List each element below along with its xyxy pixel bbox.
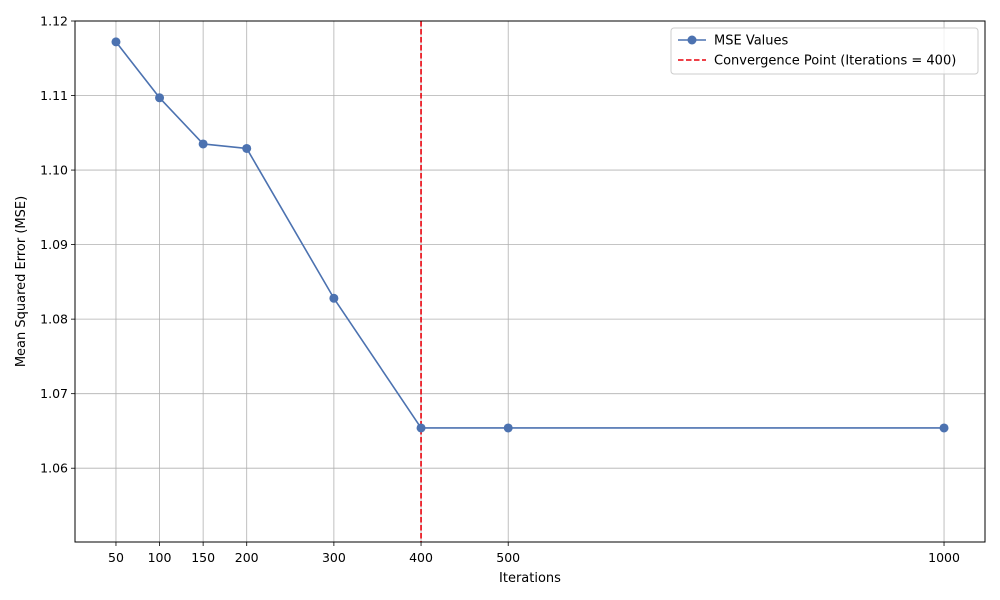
x-tick-label-200: 200 (235, 550, 259, 565)
y-axis-label: Mean Squared Error (MSE) (14, 196, 29, 367)
data-point-100 (155, 93, 165, 103)
data-point-300 (329, 293, 339, 303)
data-point-150 (198, 139, 208, 149)
y-tick-label-1.09: 1.09 (40, 237, 68, 252)
x-axis-label: Iterations (499, 571, 561, 586)
data-point-50 (111, 37, 121, 47)
x-tick-label-400: 400 (409, 550, 433, 565)
y-tick-label-1.10: 1.10 (40, 163, 68, 178)
x-tick-label-100: 100 (148, 550, 172, 565)
plot-background (75, 21, 985, 542)
x-tick-label-1000: 1000 (928, 550, 960, 565)
legend-box (670, 27, 979, 75)
legend-mse-swatch-marker (687, 35, 697, 45)
legend-convergence-label: Convergence Point (Iterations = 400) (714, 54, 956, 69)
data-point-400 (416, 423, 426, 433)
y-tick-label-1.12: 1.12 (40, 14, 68, 29)
series-layer (111, 37, 949, 433)
y-tick-label-1.08: 1.08 (40, 312, 68, 327)
data-point-500 (503, 423, 513, 433)
x-tick-label-300: 300 (322, 550, 346, 565)
data-point-200 (242, 143, 252, 153)
series-line-0 (115, 41, 945, 429)
legend-mse-label: MSE Values (714, 34, 789, 49)
y-tick-label-1.11: 1.11 (40, 88, 68, 103)
y-tick-label-1.07: 1.07 (40, 386, 68, 401)
y-axis-ticks: 1.06 1.07 1.08 1.09 1.10 1.11 1.12 (40, 14, 75, 476)
plot-frame (74, 20, 986, 543)
data-point-1000 (939, 423, 949, 433)
x-axis-ticks: 50 100 150 200 300 400 500 1000 (108, 542, 960, 565)
x-tick-label-50: 50 (108, 550, 124, 565)
y-tick-label-1.06: 1.06 (40, 461, 68, 476)
x-tick-label-500: 500 (496, 550, 520, 565)
x-tick-label-150: 150 (191, 550, 215, 565)
legend: MSE Values Convergence Point (Iterations… (670, 27, 979, 75)
